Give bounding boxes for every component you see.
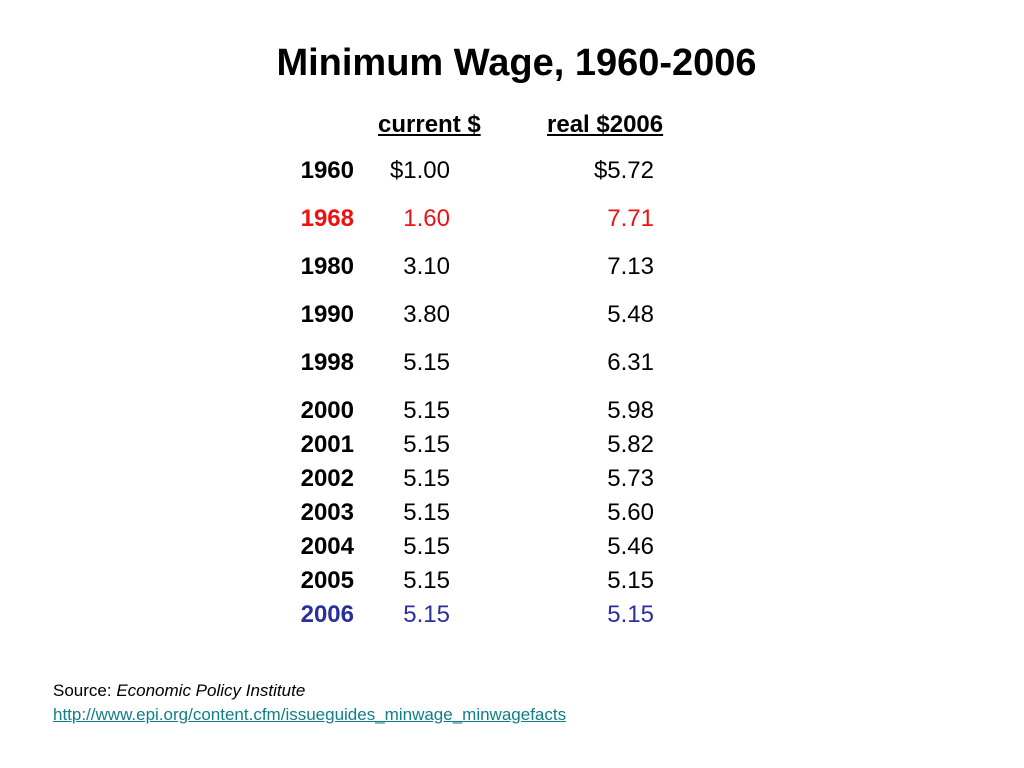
real-dollar-cell: 5.82: [607, 431, 654, 458]
real-dollar-cell: 7.13: [607, 253, 654, 280]
source-link[interactable]: http://www.epi.org/content.cfm/issueguid…: [53, 705, 567, 724]
year-cell: 1990: [300, 301, 354, 328]
table-row: 1960 $1.00 $5.72: [0, 154, 1024, 188]
current-dollar-cell: $1.00: [389, 157, 450, 184]
source-name: Economic Policy Institute: [116, 681, 306, 700]
current-dollar-cell: 5.15: [403, 431, 450, 458]
table-row: 1980 3.10 7.13: [0, 250, 1024, 284]
year-cell: 1998: [300, 349, 354, 376]
year-cell: 2005: [300, 567, 354, 594]
current-dollar-cell: 5.15: [403, 349, 450, 376]
year-cell: 1968: [300, 205, 354, 232]
current-dollar-cell: 5.15: [403, 499, 450, 526]
real-dollar-cell: 5.60: [607, 499, 654, 526]
real-dollar-cell: 7.71: [607, 205, 654, 232]
current-dollar-cell: 3.10: [403, 253, 450, 280]
current-dollar-cell: 1.60: [403, 205, 450, 232]
table-row-highlight-1968: 1968 1.60 7.71: [0, 202, 1024, 236]
year-cell: 2003: [300, 499, 354, 526]
real-dollar-cell: 5.15: [607, 567, 654, 594]
current-dollar-cell: 5.15: [403, 533, 450, 560]
year-cell: 2004: [300, 533, 354, 560]
page-title: Minimum Wage, 1960-2006: [276, 42, 757, 84]
current-dollar-cell: 5.15: [403, 601, 450, 628]
table-row: 2003 5.15 5.60: [0, 496, 1024, 530]
current-dollar-cell: 3.80: [403, 301, 450, 328]
table-row: 1990 3.80 5.48: [0, 298, 1024, 332]
year-cell: 1980: [300, 253, 354, 280]
real-dollar-cell: $5.72: [593, 157, 654, 184]
year-cell: 2002: [300, 465, 354, 492]
current-dollar-cell: 5.15: [403, 465, 450, 492]
year-cell: 2006: [300, 601, 354, 628]
real-dollar-cell: 6.31: [607, 349, 654, 376]
table-row: 2005 5.15 5.15: [0, 564, 1024, 598]
table-row: 1998 5.15 6.31: [0, 346, 1024, 380]
source-label: Source:: [53, 681, 117, 700]
real-dollar-cell: 5.46: [607, 533, 654, 560]
real-dollar-cell: 5.73: [607, 465, 654, 492]
table-row: 2002 5.15 5.73: [0, 462, 1024, 496]
real-dollar-cell: 5.48: [607, 301, 654, 328]
table-row: 2001 5.15 5.82: [0, 428, 1024, 462]
year-cell: 2001: [300, 431, 354, 458]
year-cell: 1960: [300, 157, 354, 184]
table-row: 2004 5.15 5.46: [0, 530, 1024, 564]
real-dollar-cell: 5.15: [607, 601, 654, 628]
source-credit: Source: Economic Policy Institute: [53, 680, 305, 702]
current-dollar-cell: 5.15: [403, 567, 450, 594]
year-cell: 2000: [300, 397, 354, 424]
column-header-real: real $2006: [547, 111, 664, 138]
table-row-highlight-2006: 2006 5.15 5.15: [0, 598, 1024, 632]
current-dollar-cell: 5.15: [403, 397, 450, 424]
real-dollar-cell: 5.98: [607, 397, 654, 424]
column-header-current: current $: [378, 111, 481, 138]
table-row: 2000 5.15 5.98: [0, 394, 1024, 428]
